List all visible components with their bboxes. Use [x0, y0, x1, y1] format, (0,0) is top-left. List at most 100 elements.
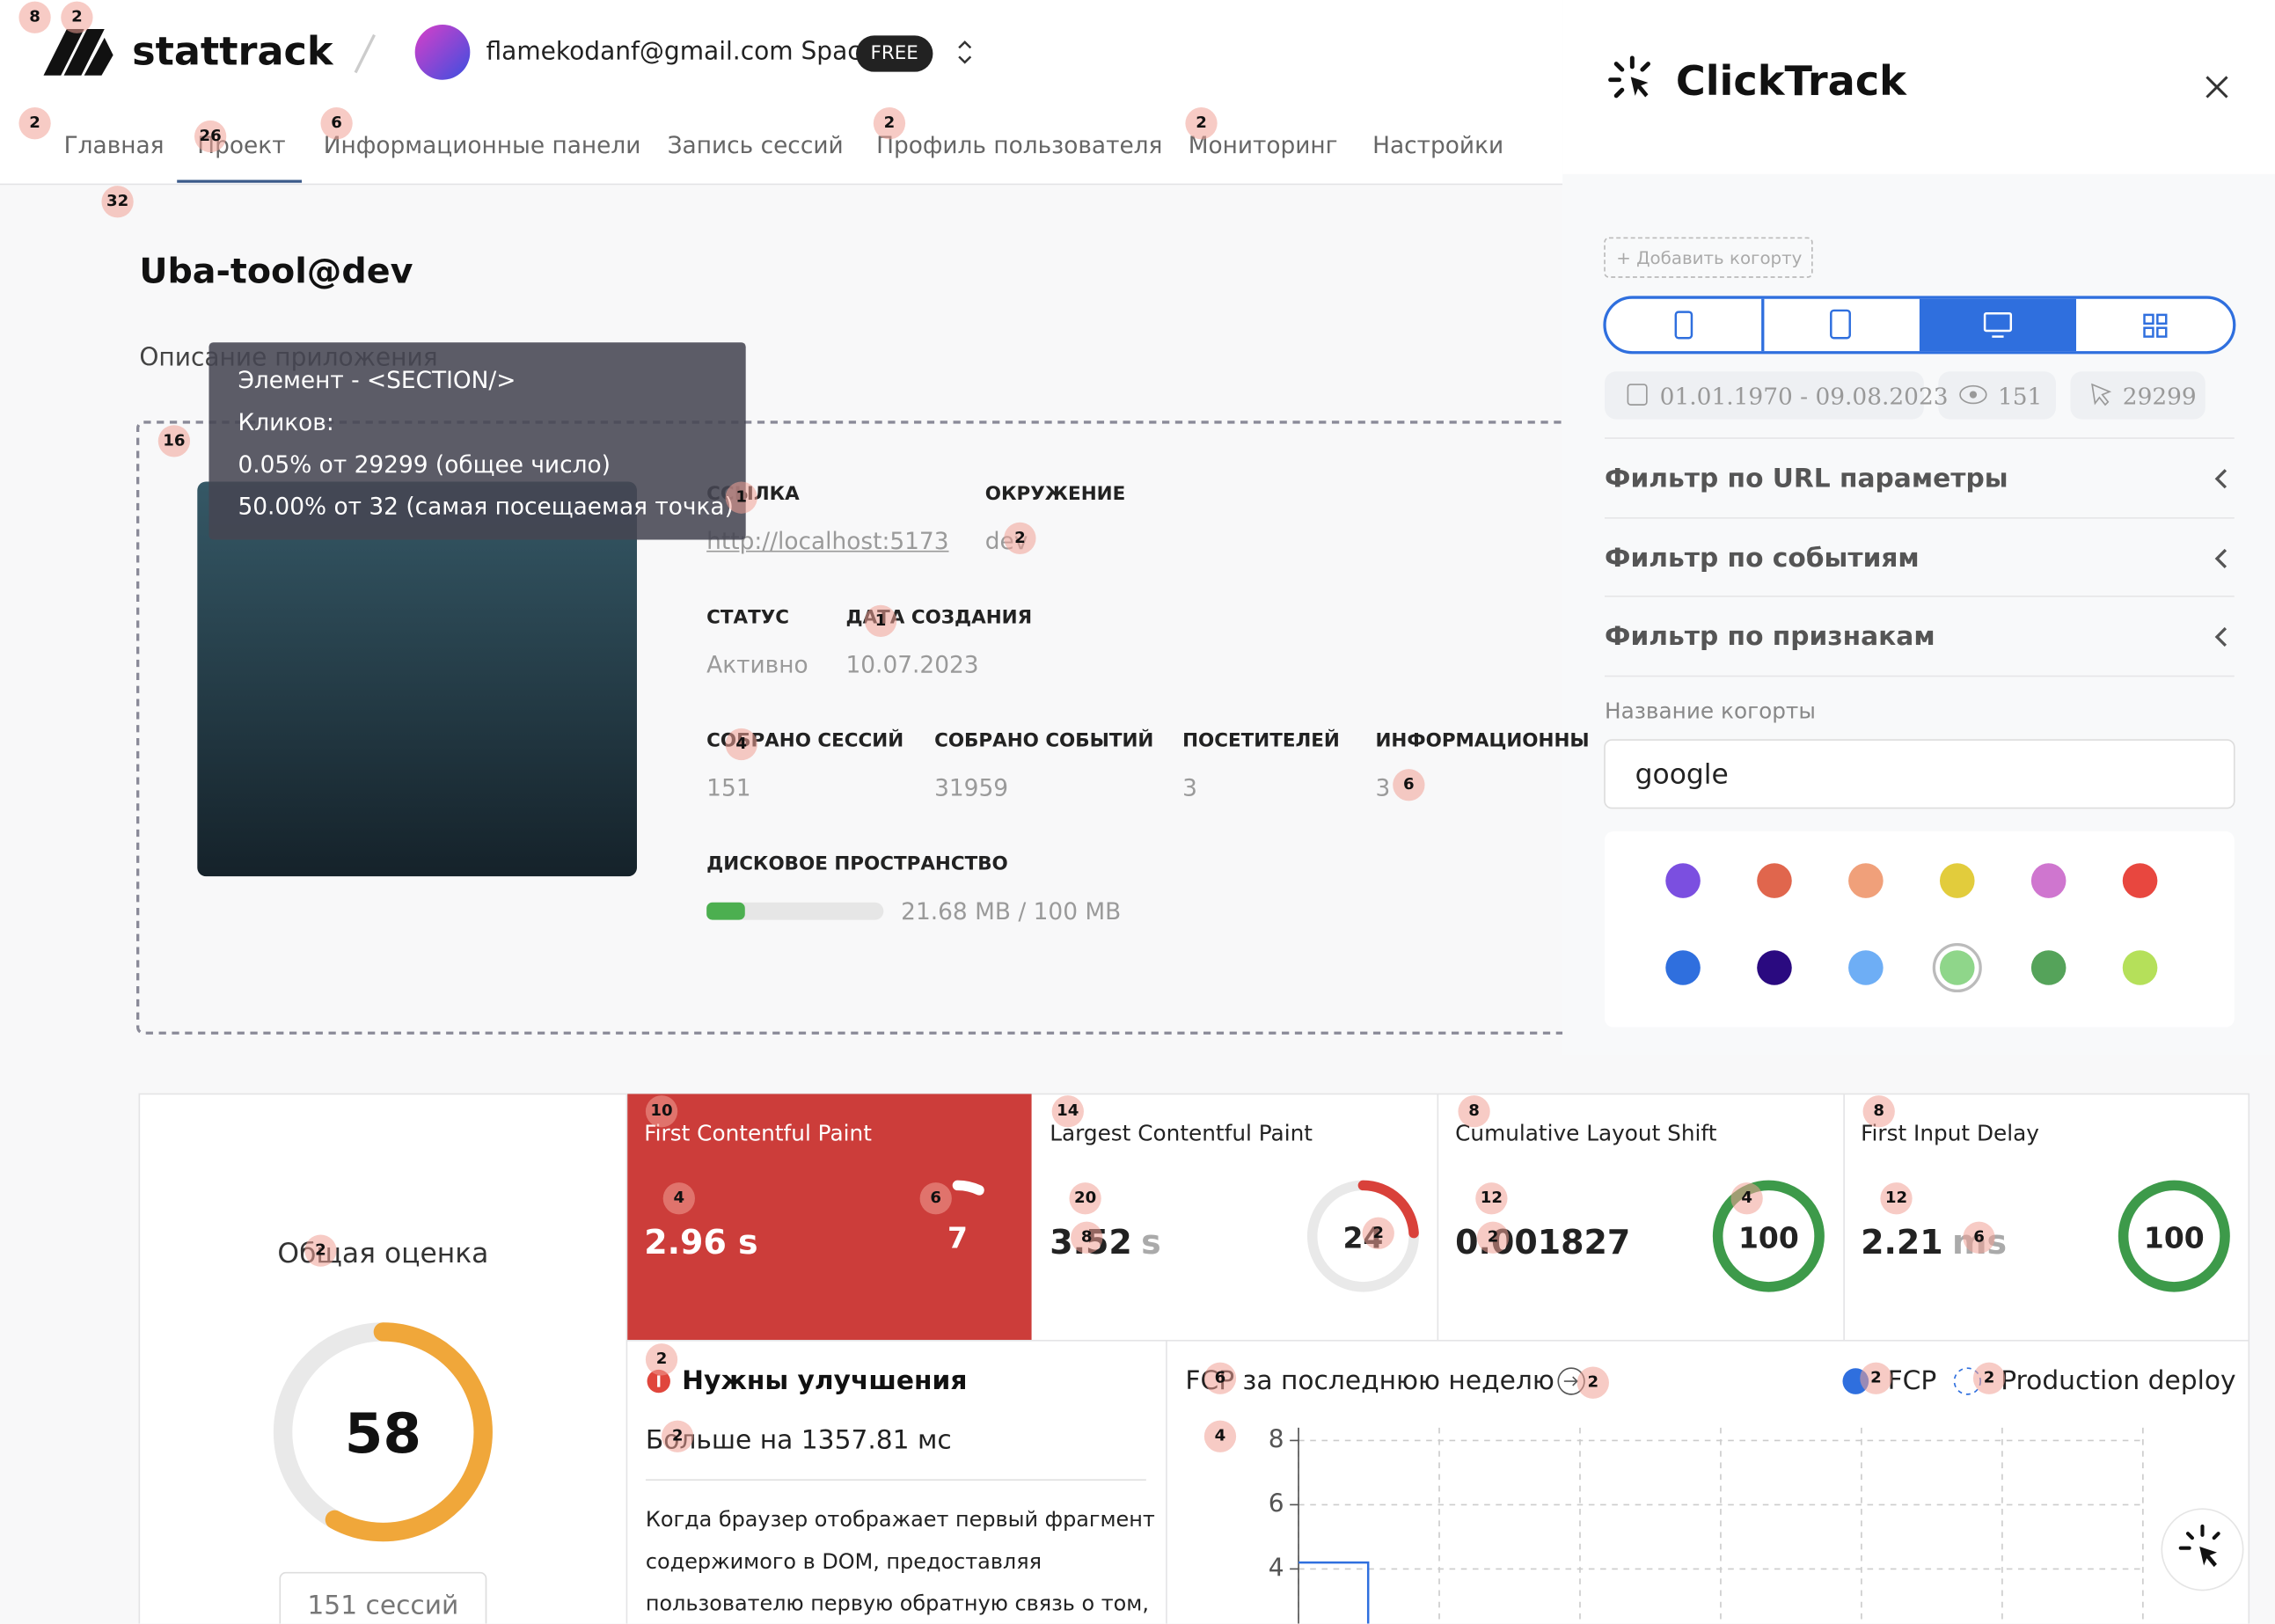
tooltip-line: 0.05% от 29299 (общее число) — [238, 450, 611, 479]
nav-tab[interactable]: Профиль пользователя — [876, 131, 1163, 159]
y-tick-label: 8 — [1269, 1424, 1284, 1453]
field-label: ИНФОРМАЦИОННЫ — [1375, 730, 1590, 753]
field-value: 3 — [1375, 773, 1391, 802]
heatmap-badge: 6 — [320, 107, 353, 140]
y-tick-label: 4 — [1269, 1553, 1284, 1582]
add-cohort: + Добавить когорту — [1616, 248, 1803, 269]
panel-title: ClickTrack — [1675, 57, 1906, 106]
field-value: http://localhost:5173 — [706, 527, 949, 555]
metric-unit: s — [1141, 1224, 1161, 1262]
heatmap-badge: 2 — [1972, 1362, 2006, 1394]
heatmap-badge: 2 — [1185, 107, 1218, 140]
heatmap-badge: 2 — [304, 1234, 337, 1267]
disk-text: 21.68 MB / 100 MB — [901, 897, 1122, 925]
heatmap-badge: 4 — [1730, 1182, 1763, 1215]
logo-text: stattrack — [132, 29, 333, 75]
advice-text: пользователю первую обратную связь о том… — [645, 1592, 1149, 1617]
tooltip-line: Элемент - <SECTION/> — [238, 366, 516, 394]
color-swatch[interactable] — [2122, 863, 2158, 898]
nav-tab[interactable]: Главная — [63, 131, 165, 159]
score-value: 58 — [344, 1401, 422, 1466]
color-swatch[interactable] — [1939, 950, 1975, 985]
heatmap-badge: 8 — [18, 1, 51, 33]
metric-name: First Input Delay — [1861, 1120, 2039, 1146]
heatmap-badge: 8 — [1862, 1095, 1895, 1128]
project-title: Uba-tool@dev — [139, 251, 413, 292]
filter-toggle[interactable]: Фильтр по URL параметры — [1605, 463, 2008, 494]
heatmap-badge: 32 — [101, 186, 134, 218]
color-swatch[interactable] — [2030, 950, 2067, 985]
heatmap-badge: 8 — [1458, 1095, 1490, 1128]
chart-title: FCP за последнюю неделю — [1185, 1365, 1554, 1397]
field-label: ОКРУЖЕНИЕ — [984, 484, 1126, 506]
heatmap-badge: 6 — [1963, 1221, 1995, 1254]
metric-score: 100 — [2143, 1219, 2205, 1255]
field-label: Название когорты — [1605, 698, 1816, 724]
field-value: 151 — [706, 773, 751, 802]
color-swatch[interactable] — [2122, 950, 2158, 985]
metric-name: Largest Contentful Paint — [1050, 1120, 1313, 1146]
tooltip-line: 50.00% от 32 (самая посещаемая точка) — [238, 492, 734, 521]
field-value: 31959 — [934, 773, 1009, 802]
heatmap-badge: 12 — [1475, 1182, 1508, 1215]
heatmap-badge: 2 — [645, 1343, 678, 1376]
advice-text: содержимого в DOM, предоставляя — [645, 1550, 1042, 1575]
metric-score: 100 — [1737, 1219, 1799, 1255]
nav-tab[interactable]: Мониторинг — [1188, 131, 1338, 159]
heatmap-badge: 1 — [725, 481, 757, 514]
color-swatch[interactable] — [1939, 863, 1975, 898]
nav-tab[interactable]: Информационные панели — [323, 131, 641, 159]
swatch-ring — [1932, 942, 1982, 993]
metric-name: Cumulative Layout Shift — [1455, 1120, 1717, 1146]
heatmap-badge: 2 — [1576, 1366, 1609, 1399]
color-swatch[interactable] — [2030, 863, 2067, 898]
heatmap-badge: 2 — [662, 1420, 694, 1452]
ring-value — [1306, 1180, 1419, 1292]
heatmap-badge: 4 — [1203, 1420, 1237, 1452]
metric-value: 2.21 — [1861, 1224, 1943, 1262]
nav-tab[interactable]: Запись сессий — [667, 131, 844, 159]
advice-title: Нужны улучшения — [682, 1365, 968, 1397]
series-line — [1298, 1561, 1370, 1624]
ring-value — [2118, 1180, 2230, 1292]
heatmap-badge: 2 — [873, 107, 906, 140]
heatmap-badge: 2 — [61, 1, 93, 33]
heatmap-badge: 2 — [1860, 1362, 1892, 1394]
heatmap-badge: 4 — [725, 728, 757, 761]
field-label: ПОСЕТИТЕЛЕЙ — [1182, 730, 1340, 753]
date-range: 01.01.1970 - 09.08.2023 — [1659, 382, 1949, 410]
filter-toggle[interactable]: Фильтр по признакам — [1605, 621, 1935, 653]
sessions-count: 151 сессий — [307, 1591, 459, 1621]
legend-label: Production deploy — [2001, 1365, 2236, 1397]
metric-name: First Contentful Paint — [644, 1120, 872, 1146]
views-count: 151 — [1997, 382, 2043, 410]
ring-value — [273, 1322, 493, 1542]
heatmap-badge: 2 — [1004, 522, 1036, 554]
field-label: ДИСКОВОЕ ПРОСТРАНСТВО — [706, 853, 1008, 876]
tooltip-line: Кликов: — [238, 408, 334, 436]
disk-track — [706, 902, 884, 920]
heatmap-badge: 6 — [1203, 1362, 1237, 1394]
field-value: Активно — [706, 650, 808, 679]
field-label: СОБРАНО СОБЫТИЙ — [934, 730, 1154, 753]
heatmap-badge: 2 — [1476, 1221, 1510, 1254]
color-swatch[interactable] — [1848, 863, 1884, 898]
heatmap-badge: 2 — [18, 107, 51, 140]
workspace-name: flamekodanf@gmail.com Space — [486, 37, 876, 67]
color-swatch[interactable] — [1757, 950, 1792, 985]
filter-toggle[interactable]: Фильтр по событиям — [1605, 542, 1920, 574]
nav-tab[interactable]: Настройки — [1372, 131, 1504, 159]
color-swatch[interactable] — [1848, 950, 1884, 985]
y-tick-label: 6 — [1269, 1489, 1284, 1518]
color-swatch[interactable] — [1665, 863, 1701, 898]
advice-subtitle: Больше на 1357.81 мс — [645, 1425, 952, 1456]
ring-value — [1712, 1180, 1825, 1292]
heatmap-badge: 10 — [645, 1095, 678, 1128]
cohort-input: google — [1635, 758, 1729, 791]
heatmap-badge: 6 — [919, 1182, 952, 1215]
metric-score: 7 — [947, 1219, 968, 1255]
color-swatch[interactable] — [1757, 863, 1792, 898]
color-swatch[interactable] — [1665, 950, 1701, 985]
ring-value — [901, 1180, 1013, 1292]
